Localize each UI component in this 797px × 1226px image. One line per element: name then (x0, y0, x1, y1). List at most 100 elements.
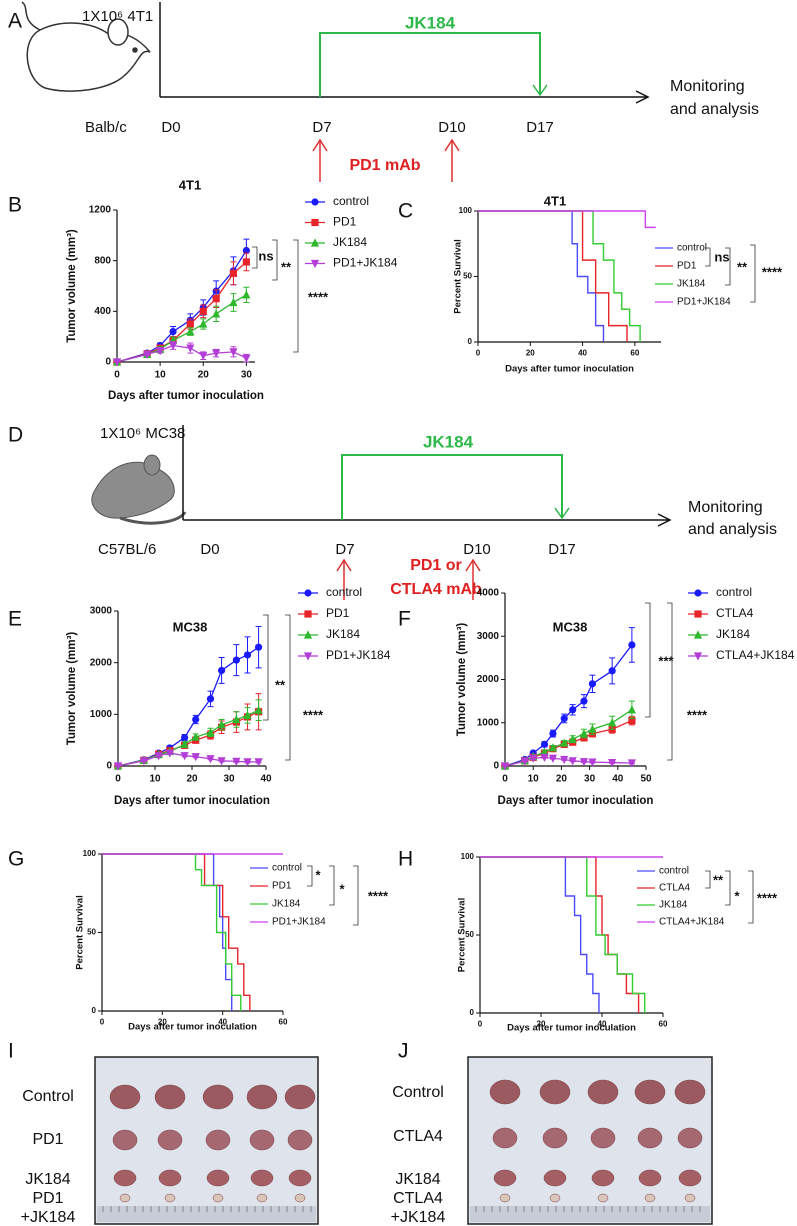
survival-curve (480, 856, 600, 1013)
legend-label: control (326, 585, 362, 599)
data-point (568, 757, 577, 766)
data-point (549, 729, 557, 738)
data-point (242, 290, 251, 299)
antibody-arrowhead (312, 138, 328, 152)
survival-curve (478, 210, 641, 342)
legend-marker (694, 610, 702, 618)
data-point (186, 344, 195, 353)
tumor (109, 1084, 141, 1110)
tumor (590, 1127, 616, 1149)
y-tick-label: 400 (94, 306, 111, 317)
significance-bracket (667, 602, 673, 761)
antibody-label: PD1 or (410, 557, 462, 574)
x-tick-label: 20 (526, 348, 535, 357)
legend-label: JK184 (326, 627, 360, 641)
data-point (180, 752, 189, 761)
readout: and analysis (670, 101, 759, 118)
treatment-bracket (341, 454, 563, 520)
panel-label: G (8, 848, 24, 871)
legend-label: PD1+JK184 (333, 256, 398, 270)
significance-bracket (705, 870, 711, 889)
significance-bracket (272, 239, 278, 281)
antibody-label: PD1 mAb (349, 157, 420, 174)
tumor (591, 1169, 615, 1187)
data-point (181, 733, 189, 742)
antibody-arrowhead (336, 558, 352, 572)
day-label: D17 (526, 119, 554, 136)
data-point (217, 757, 226, 766)
y-tick-label: 0 (468, 337, 473, 346)
y-tick-label: 100 (83, 849, 97, 858)
survival-curve (102, 853, 233, 1011)
survival-curve (480, 856, 646, 1013)
data-point (113, 762, 123, 771)
y-tick-label: 50 (87, 928, 96, 937)
panel-label: D (8, 424, 23, 447)
x-tick-label: 30 (584, 774, 596, 785)
significance-label: * (339, 881, 345, 896)
data-point (254, 758, 263, 767)
legend-label: PD1+JK184 (326, 648, 391, 662)
data-point (608, 718, 617, 727)
x-tick-label: 0 (478, 1019, 483, 1028)
legend-label: JK184 (272, 899, 301, 910)
tumor (157, 1129, 183, 1151)
tumor (684, 1193, 696, 1203)
legend-marker (304, 589, 312, 597)
chart-title: 4T1 (179, 177, 201, 192)
tumor (634, 1079, 666, 1105)
legend-label: control (677, 243, 707, 254)
data-point (588, 724, 597, 733)
survival-curve (478, 210, 656, 229)
day-label: D10 (438, 119, 466, 136)
data-point (500, 762, 510, 771)
tumor (638, 1169, 662, 1187)
survival-curve (478, 210, 605, 342)
y-axis-label: Percent Survival (457, 898, 468, 972)
significance-bracket (353, 865, 359, 926)
legend-label: control (272, 863, 302, 874)
x-tick-label: 0 (476, 348, 481, 357)
day-label: D7 (312, 119, 331, 136)
y-tick-label: 1000 (477, 717, 500, 728)
timeline-arrowhead (635, 90, 650, 104)
significance-bracket (329, 865, 335, 906)
x-tick-label: 50 (640, 774, 652, 785)
legend-label: CTLA4+JK184 (716, 648, 795, 662)
data-point (232, 714, 241, 724)
significance-bracket (263, 614, 269, 721)
tumor (154, 1084, 186, 1110)
data-point (199, 319, 208, 328)
x-tick-label: 20 (186, 774, 198, 785)
x-tick-label: 10 (155, 370, 167, 381)
tumor (206, 1169, 230, 1187)
data-point (191, 732, 200, 741)
antibody-label: CTLA4 mAb (390, 581, 482, 598)
significance-label: **** (308, 289, 329, 304)
tumor (158, 1169, 182, 1187)
legend-marker (693, 652, 703, 661)
significance-label: **** (762, 264, 783, 279)
series-line (504, 644, 633, 767)
legend-marker (304, 610, 312, 618)
y-tick-label: 50 (463, 272, 472, 281)
row-label: PD1 (32, 1190, 63, 1207)
drug-label: JK184 (405, 13, 456, 32)
y-tick-label: 3000 (90, 606, 113, 617)
data-point (560, 738, 569, 747)
mouse-ear (143, 454, 161, 476)
data-point (579, 728, 589, 738)
antibody-arrowhead (444, 138, 460, 152)
legend-label: CTLA4 (659, 883, 691, 894)
x-tick-label: 0 (115, 774, 121, 785)
data-point (540, 747, 549, 756)
x-tick-label: 60 (630, 348, 639, 357)
data-point (212, 349, 221, 358)
tumor (112, 1129, 138, 1151)
inoculum: 1X10⁶ MC38 (100, 425, 185, 442)
x-axis-label: Days after tumor inoculation (128, 1022, 257, 1033)
data-point (569, 706, 577, 714)
significance-bracket (725, 870, 731, 906)
tumor (637, 1127, 663, 1149)
